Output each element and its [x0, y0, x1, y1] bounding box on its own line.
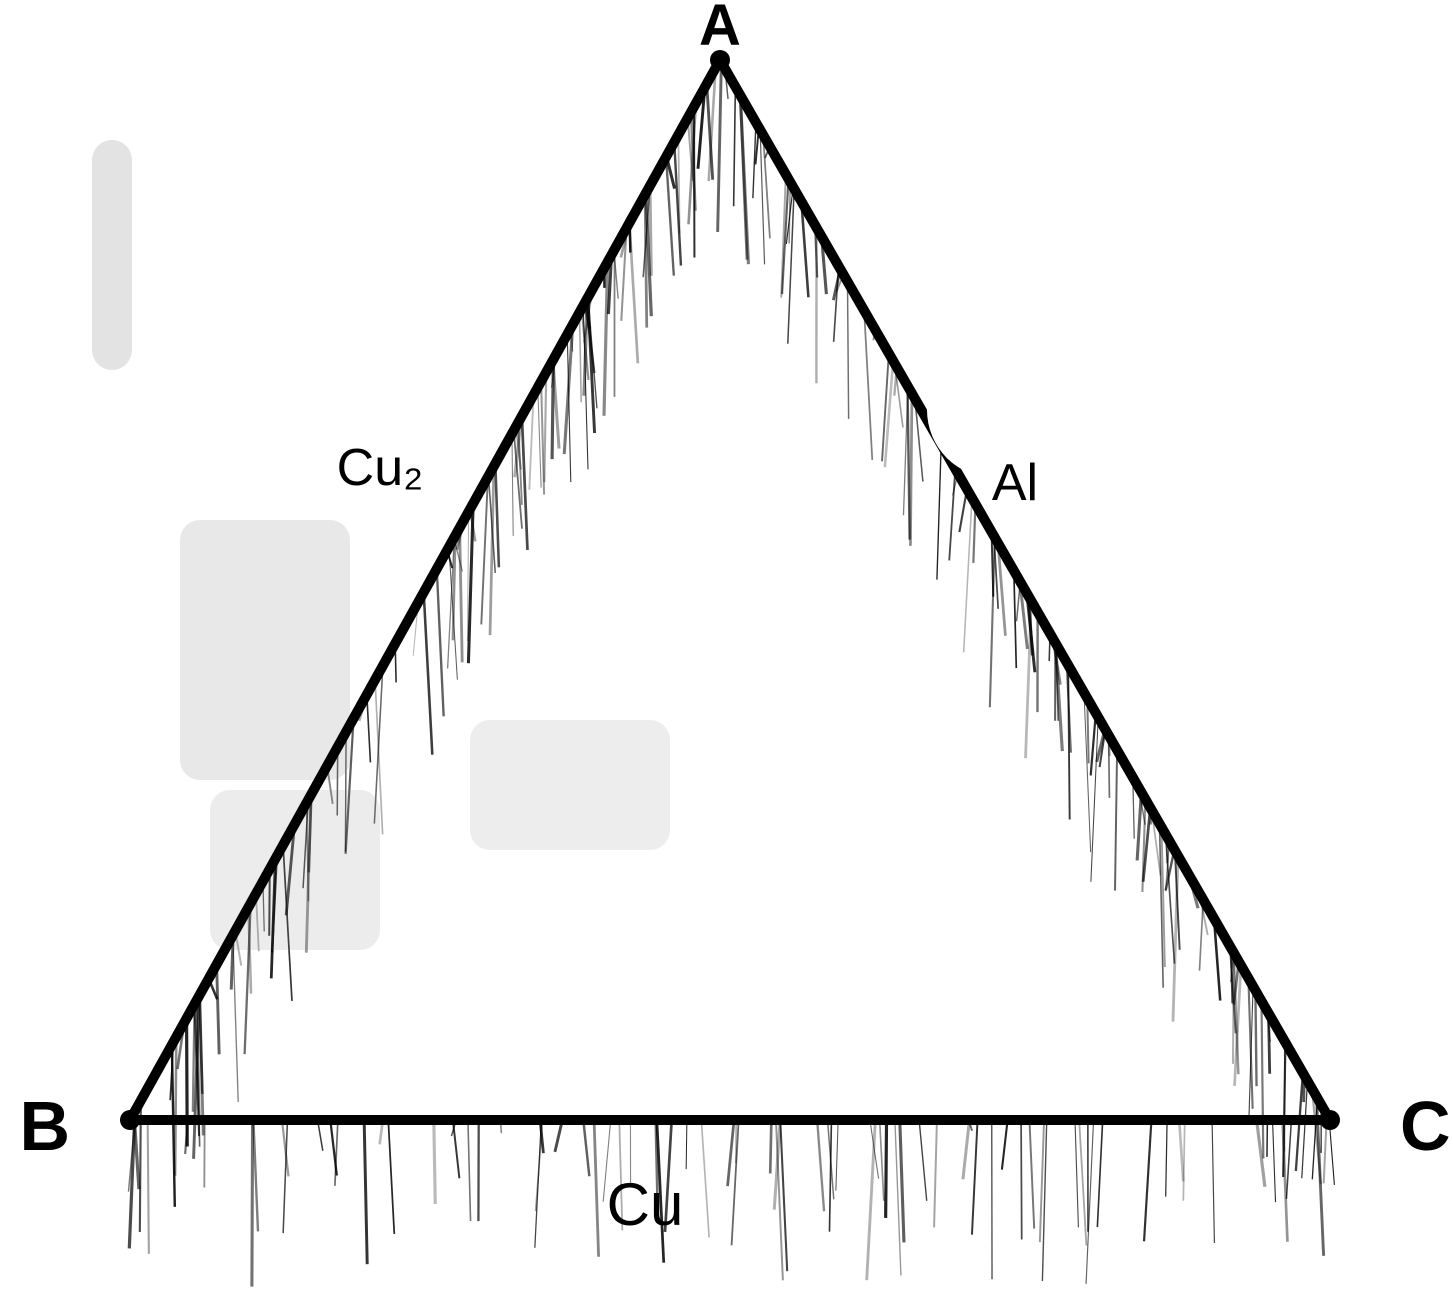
- edge-ab-label: Cu₂: [337, 439, 424, 497]
- edge-ac-aluminum: [720, 60, 1330, 1120]
- vertex-b-dot: [120, 1110, 140, 1130]
- vertex-b-label: B: [19, 1087, 70, 1165]
- vertex-a-label: A: [699, 0, 741, 58]
- triangle-diagram: A B C Cu₂ Al Cu: [0, 0, 1453, 1293]
- edge-bc-label: Cu: [607, 1171, 684, 1238]
- edge-ac-label: Al: [992, 454, 1038, 512]
- vertex-c-label: C: [1400, 1087, 1451, 1165]
- vertex-c-dot: [1320, 1110, 1340, 1130]
- diagram-svg: A B C Cu₂ Al Cu: [0, 0, 1453, 1293]
